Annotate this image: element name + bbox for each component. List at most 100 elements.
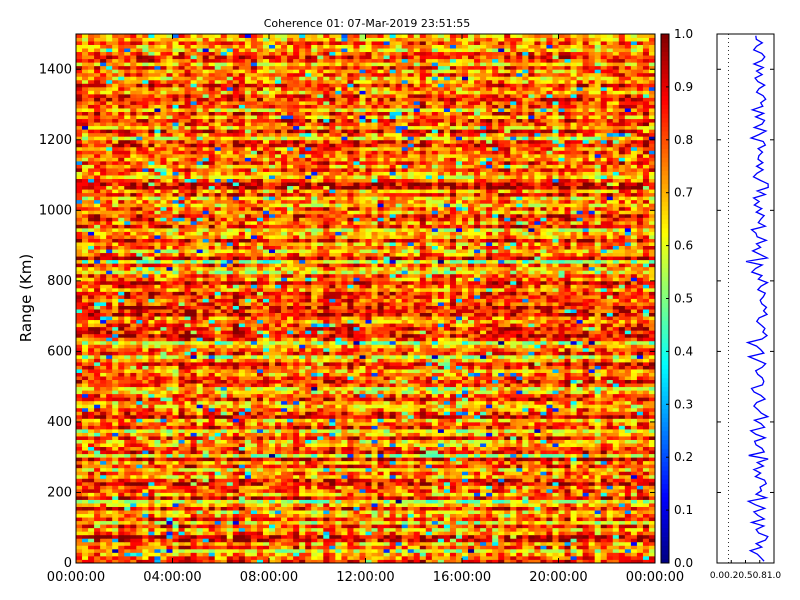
- heatmap-cell: [136, 506, 143, 511]
- heatmap-cell: [377, 499, 384, 504]
- heatmap-cell: [498, 485, 505, 490]
- heatmap-cell: [347, 485, 354, 490]
- heatmap-cell: [365, 418, 372, 423]
- heatmap-cell: [166, 488, 173, 493]
- heatmap-cell: [504, 467, 511, 472]
- heatmap-cell: [208, 524, 216, 529]
- heatmap-cell: [130, 397, 137, 402]
- heatmap-cell: [317, 425, 324, 430]
- heatmap-cell: [365, 559, 372, 564]
- heatmap-cell: [172, 379, 179, 384]
- heatmap-cell: [534, 421, 541, 426]
- heatmap-cell: [407, 383, 415, 388]
- heatmap-cell: [582, 407, 590, 412]
- heatmap-cell: [317, 499, 324, 504]
- heatmap-cell: [510, 510, 517, 515]
- heatmap-cell: [124, 439, 131, 444]
- heatmap-cell: [82, 400, 89, 405]
- heatmap-cell: [359, 474, 366, 479]
- heatmap-cell: [510, 531, 517, 536]
- heatmap-cell: [449, 467, 457, 472]
- heatmap-cell: [293, 495, 300, 500]
- heatmap-cell: [347, 503, 354, 507]
- heatmap-cell: [82, 390, 89, 395]
- heatmap-cell: [449, 555, 457, 560]
- heatmap-cell: [323, 503, 330, 507]
- heatmap-cell: [226, 534, 234, 539]
- heatmap-cell: [214, 548, 222, 553]
- heatmap-cell: [226, 524, 234, 529]
- heatmap-cell: [178, 379, 185, 384]
- heatmap-cell: [262, 510, 270, 515]
- heatmap-cell: [582, 524, 590, 529]
- heatmap-cell: [377, 432, 384, 437]
- heatmap-cell: [82, 492, 89, 497]
- heatmap-cell: [407, 552, 415, 557]
- heatmap-cell: [190, 534, 198, 539]
- heatmap-cell: [305, 393, 312, 398]
- heatmap-cell: [208, 495, 216, 500]
- heatmap-cell: [504, 478, 511, 483]
- heatmap-cell: [238, 478, 246, 483]
- heatmap-cell: [498, 506, 505, 511]
- heatmap-cell: [455, 545, 463, 550]
- heatmap-cell: [570, 407, 577, 412]
- heatmap-cell: [184, 474, 191, 479]
- heatmap-cell: [100, 386, 107, 391]
- heatmap-cell: [582, 464, 590, 469]
- heatmap-cell: [299, 379, 306, 384]
- heatmap-cell: [534, 538, 541, 543]
- heatmap-cell: [256, 559, 264, 564]
- heatmap-cell: [365, 425, 372, 430]
- heatmap-cell: [401, 485, 409, 490]
- heatmap-cell: [269, 559, 276, 564]
- heatmap-cell: [94, 411, 101, 416]
- heatmap-cell: [498, 524, 505, 529]
- heatmap-cell: [528, 439, 535, 444]
- heatmap-cell: [594, 506, 602, 511]
- heatmap-cell: [347, 432, 354, 437]
- heatmap-cell: [250, 386, 258, 391]
- heatmap-cell: [148, 407, 155, 412]
- heatmap-cell: [142, 478, 149, 483]
- heatmap-cell: [172, 393, 179, 398]
- heatmap-cell: [474, 446, 481, 451]
- heatmap-cell: [190, 471, 198, 476]
- heatmap-cell: [323, 481, 330, 486]
- heatmap-cell: [443, 428, 451, 433]
- heatmap-cell: [299, 457, 306, 462]
- heatmap-cell: [534, 400, 541, 405]
- heatmap-cell: [359, 397, 366, 402]
- heatmap-cell: [166, 393, 173, 398]
- heatmap-cell: [208, 520, 216, 525]
- heatmap-cell: [510, 474, 517, 479]
- heatmap-cell: [100, 527, 107, 532]
- heatmap-cell: [437, 411, 445, 416]
- heatmap-cell: [317, 450, 324, 455]
- heatmap-cell: [220, 450, 228, 455]
- heatmap-cell: [359, 400, 366, 405]
- heatmap-cell: [431, 492, 439, 497]
- heatmap-cell: [594, 464, 602, 469]
- heatmap-cell: [275, 517, 282, 522]
- heatmap-cell: [347, 411, 354, 416]
- heatmap-cell: [389, 471, 397, 476]
- heatmap-cell: [232, 432, 240, 437]
- heatmap-cell: [281, 555, 288, 560]
- heatmap-cell: [510, 517, 517, 522]
- heatmap-cell: [323, 436, 330, 440]
- heatmap-cell: [486, 503, 493, 507]
- heatmap-cell: [238, 425, 246, 430]
- heatmap-cell: [419, 390, 427, 395]
- heatmap-cell: [160, 541, 167, 546]
- heatmap-cell: [281, 485, 288, 490]
- heatmap-cell: [474, 503, 481, 507]
- heatmap-cell: [100, 499, 107, 504]
- heatmap-cell: [498, 443, 505, 448]
- heatmap-cell: [474, 541, 481, 546]
- heatmap-cell: [401, 492, 409, 497]
- heatmap-cell: [462, 538, 469, 543]
- heatmap-cell: [154, 478, 161, 483]
- heatmap-cell: [275, 418, 282, 423]
- heatmap-cell: [534, 464, 541, 469]
